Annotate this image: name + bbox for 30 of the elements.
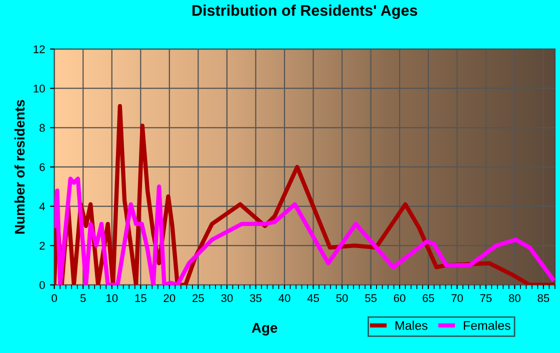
legend-label: Males: [396, 320, 428, 330]
y-tick-label: 8: [40, 124, 45, 132]
x-tick-label: 55: [365, 294, 377, 302]
y-tick-label: 4: [39, 202, 45, 210]
x-tick-label: 40: [278, 294, 290, 302]
x-tick-label: 70: [452, 294, 463, 302]
y-tick-label: 6: [40, 163, 45, 172]
x-tick-label: 20: [164, 294, 176, 302]
x-axis-title: Age: [252, 323, 278, 336]
x-tick-label: 80: [508, 294, 520, 302]
y-tick-label: 0: [40, 281, 45, 290]
y-axis-title: Number of residents: [14, 100, 25, 234]
x-tick-label: 25: [192, 294, 204, 302]
x-tick-label: 10: [106, 294, 118, 302]
x-tick-label: 85: [538, 294, 550, 302]
x-tick-label: 35: [250, 294, 262, 302]
chart-title: Distribution of Residents' Ages: [192, 4, 418, 19]
x-tick-label: 30: [221, 294, 233, 302]
y-tick-label: 10: [34, 84, 45, 93]
x-tick-label: 50: [336, 294, 348, 302]
y-tick-label: 12: [34, 45, 45, 54]
x-tick-label: 5: [80, 294, 86, 302]
x-tick-label: 60: [394, 294, 406, 302]
x-tick-label: 75: [480, 294, 492, 302]
x-tick-label: 45: [307, 294, 319, 302]
x-tick-label: 15: [135, 294, 146, 302]
x-tick-label: 0: [52, 294, 57, 302]
x-tick-label: 65: [422, 294, 434, 302]
legend-label: Females: [464, 320, 510, 330]
y-tick-label: 2: [40, 242, 45, 250]
